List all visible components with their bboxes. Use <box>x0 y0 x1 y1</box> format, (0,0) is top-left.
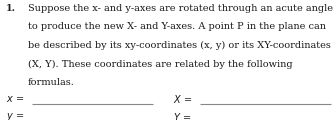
Text: $Y$ =: $Y$ = <box>173 111 191 120</box>
Text: 1.: 1. <box>6 4 16 13</box>
Text: $y$ =: $y$ = <box>6 111 24 120</box>
Text: formulas.: formulas. <box>28 78 75 87</box>
Text: be described by its xy-coordinates (x, y) or its XY-coordinates: be described by its xy-coordinates (x, y… <box>28 41 330 50</box>
Text: $x$ =: $x$ = <box>6 94 24 104</box>
Text: Suppose the x- and y-axes are rotated through an acute angle ϕ: Suppose the x- and y-axes are rotated th… <box>28 4 336 13</box>
Text: to produce the new X- and Y-axes. A point P in the plane can: to produce the new X- and Y-axes. A poin… <box>28 22 326 31</box>
Text: (X, Y). These coordinates are related by the following: (X, Y). These coordinates are related by… <box>28 59 292 69</box>
Text: $X$ =: $X$ = <box>173 93 193 105</box>
